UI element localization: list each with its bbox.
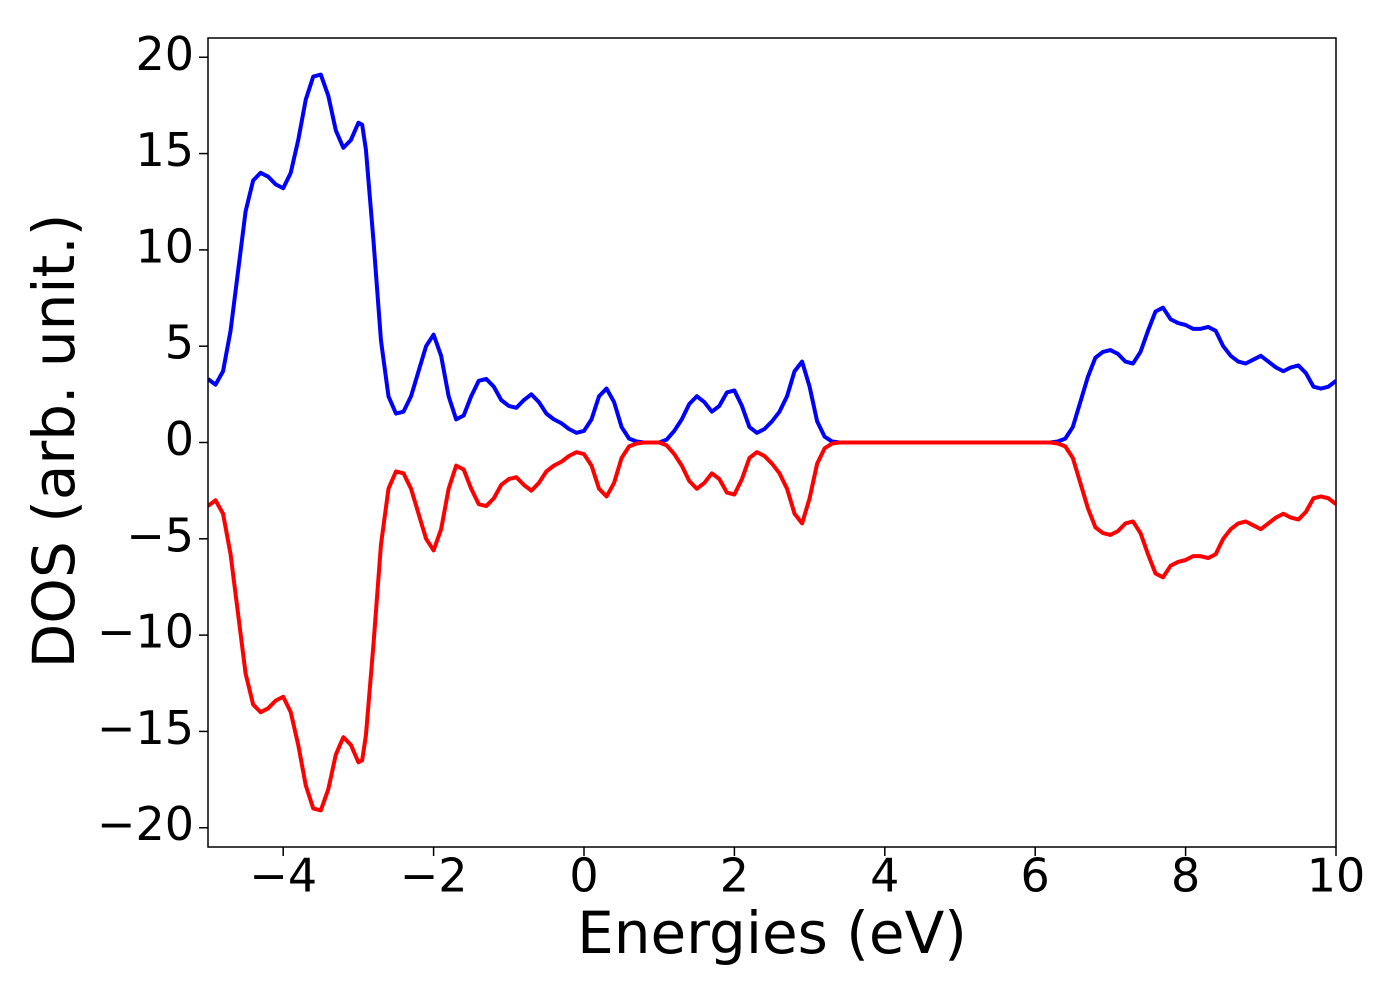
y-axis-label: DOS (arb. unit.) — [20, 214, 88, 669]
x-tick-label: 4 — [870, 849, 899, 903]
y-tick-label: −10 — [97, 605, 194, 659]
x-axis-label: Energies (eV) — [577, 899, 967, 967]
x-tick-label: −4 — [249, 849, 317, 903]
x-tick-label: 6 — [1021, 849, 1050, 903]
series-line — [208, 72, 1336, 445]
y-tick-label: −15 — [97, 701, 194, 755]
y-tick-label: 20 — [135, 27, 194, 81]
y-tick-label: 15 — [135, 123, 194, 177]
series-line — [208, 440, 1336, 813]
x-tick-label: 10 — [1307, 849, 1366, 903]
y-tick-label: −5 — [126, 508, 194, 562]
x-tick-label: 2 — [720, 849, 749, 903]
y-tick-label: 5 — [165, 316, 194, 370]
plot-frame — [207, 37, 1337, 848]
y-tick-label: 10 — [135, 219, 194, 273]
x-tick-label: 8 — [1171, 849, 1200, 903]
x-tick-label: 0 — [569, 849, 598, 903]
y-tick-label: −20 — [97, 797, 194, 851]
x-tick-label: −2 — [400, 849, 468, 903]
y-tick-label: 0 — [165, 412, 194, 466]
